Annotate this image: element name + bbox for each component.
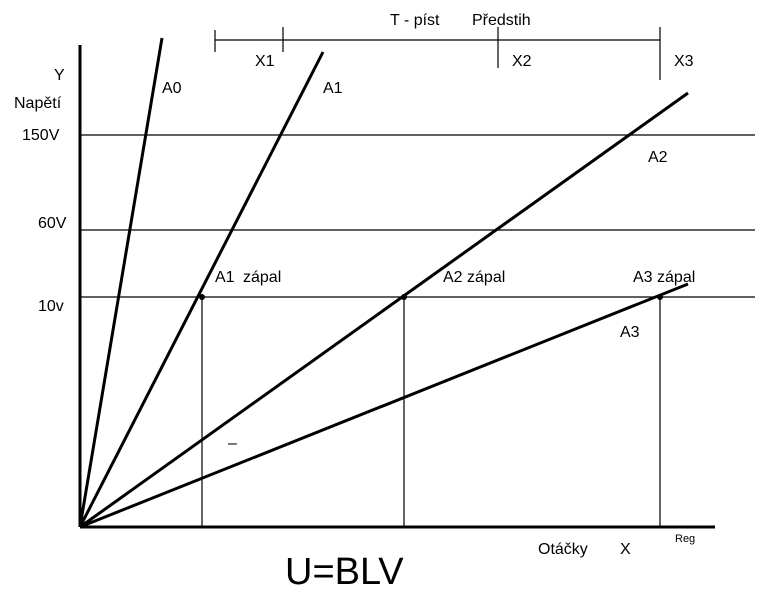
line-label: A2 bbox=[648, 149, 668, 166]
level-label: 150V bbox=[22, 127, 60, 144]
level-label: 10v bbox=[38, 298, 64, 315]
ray bbox=[78, 37, 164, 528]
scale-mark: X1 bbox=[255, 53, 275, 70]
ray bbox=[79, 91, 689, 529]
line-label: A3 bbox=[620, 324, 640, 341]
ignition-label: zápal bbox=[243, 269, 281, 286]
ray bbox=[78, 51, 325, 528]
ray bbox=[79, 282, 689, 529]
stray-mark: – bbox=[228, 435, 237, 452]
axis-subscript: Reg bbox=[675, 533, 695, 545]
scale-label: T - píst bbox=[390, 12, 440, 29]
point bbox=[199, 294, 205, 300]
line-label: A1 bbox=[323, 80, 343, 97]
axis-label: Y bbox=[54, 67, 65, 84]
ignition-label: A1 bbox=[215, 269, 235, 286]
scale-mark: X2 bbox=[512, 53, 532, 70]
scale-mark: X3 bbox=[674, 53, 694, 70]
axis-label: Napětí bbox=[14, 95, 62, 112]
axis-label: Otáčky bbox=[538, 541, 588, 558]
axis-label: X bbox=[620, 541, 631, 558]
point bbox=[401, 294, 407, 300]
formula: U=BLV bbox=[285, 551, 404, 593]
level-label: 60V bbox=[38, 215, 67, 232]
line-label: A0 bbox=[162, 80, 182, 97]
point bbox=[657, 294, 663, 300]
scale-label: Předstih bbox=[472, 12, 531, 29]
ignition-label: A3 zápal bbox=[633, 269, 695, 286]
ignition-label: A2 zápal bbox=[443, 269, 505, 286]
